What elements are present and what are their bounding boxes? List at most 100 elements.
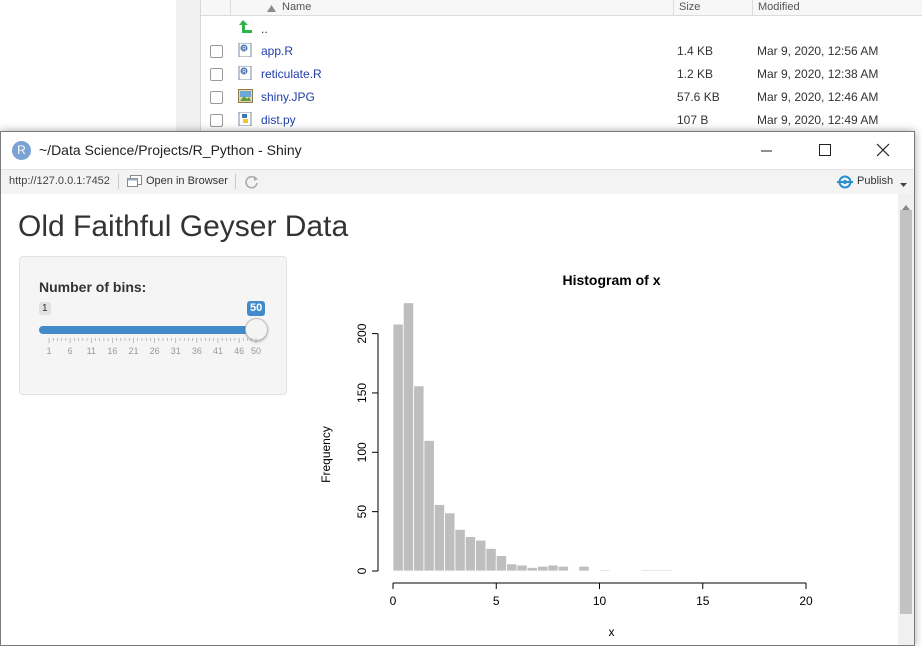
x-tick-label: 0 [390,594,397,608]
file-name-link[interactable]: shiny.JPG [261,90,315,104]
y-axis-label: Frequency [319,426,333,483]
y-tick-label: 100 [355,442,369,462]
slider-tick-label: 1 [46,346,51,356]
slider-tick-label: 50 [251,346,261,356]
file-row[interactable]: R app.R 1.4 KB Mar 9, 2020, 12:56 AM [201,40,922,63]
histogram-bar [464,536,476,572]
publish-icon [837,175,854,192]
histogram-bar [578,565,590,572]
file-size: 1.4 KB [677,44,714,58]
app-content: Old Faithful Geyser Data Number of bins:… [1,194,898,645]
histogram-bar [557,565,569,572]
file-name-link[interactable]: app.R [261,44,294,58]
r-file-icon: R [238,65,252,81]
histogram-bar [599,569,611,572]
slider-tick-label: 41 [213,346,223,356]
title-bar[interactable]: R ~/Data Science/Projects/R_Python - Shi… [1,132,914,169]
histogram-bar [413,385,425,572]
histogram-bar [454,529,466,572]
histogram-bar [495,555,507,572]
file-row[interactable]: dist.py 107 B Mar 9, 2020, 12:49 AM [201,109,922,132]
histogram-plot: Histogram of x 0 5 10 15 20 x 0 50 100 150 200 Frequ… [319,272,813,639]
r-logo-icon: R [12,141,31,160]
slider-tick-label: 31 [171,346,181,356]
slider-tick-label: 21 [128,346,138,356]
slider-min-label: 1 [39,302,51,315]
background-area [0,0,176,132]
x-tick-label: 20 [799,594,813,608]
file-modified: Mar 9, 2020, 12:49 AM [757,113,879,127]
files-pane: Name Size Modified .. R app.R 1.4 KB Mar… [176,0,922,132]
histogram-bar [392,323,404,572]
file-name-link[interactable]: dist.py [261,113,296,127]
y-tick-label: 150 [355,383,369,403]
url-display: http://127.0.0.1:7452 [9,175,110,187]
close-button[interactable] [859,132,905,169]
chevron-down-icon[interactable] [900,179,907,191]
histogram-bar [402,302,415,572]
scroll-up-icon[interactable] [902,198,910,216]
histogram-bar [506,563,518,572]
up-arrow-icon [238,19,252,33]
minimize-button[interactable] [743,132,789,169]
y-tick-label: 200 [355,323,369,343]
histogram-bar [516,564,528,572]
maximize-button[interactable] [801,132,847,169]
x-tick-label: 15 [696,594,710,608]
histogram-bar [423,440,435,572]
slider-tick-label: 11 [87,346,96,356]
slider-value-label: 50 [247,301,266,316]
file-checkbox[interactable] [210,45,223,58]
file-checkbox[interactable] [210,91,223,104]
histogram-bar [547,564,559,572]
chart-title: Histogram of x [562,272,660,288]
histogram-bar [433,504,446,572]
files-list: Name Size Modified .. R app.R 1.4 KB Mar… [200,0,922,132]
parent-directory-link[interactable]: .. [261,22,268,36]
histogram-bar [640,569,652,572]
file-row[interactable]: shiny.JPG 57.6 KB Mar 9, 2020, 12:46 AM [201,86,922,109]
column-header-name[interactable]: Name [282,1,312,13]
slider-tick-label: 26 [150,346,160,356]
histogram-bar [650,569,662,572]
slider-tick-label: 16 [107,346,117,356]
file-size: 107 B [677,113,709,127]
histogram-bar [661,569,673,572]
open-in-browser-label: Open in Browser [146,175,228,187]
file-size: 1.2 KB [677,67,714,81]
browser-window-icon [127,175,142,191]
slider-tick-label: 6 [68,346,73,356]
histogram-bar [526,567,538,572]
svg-text:R: R [242,47,247,53]
histogram-bar [537,565,549,572]
slider-handle[interactable] [245,318,268,341]
column-header-modified[interactable]: Modified [758,1,800,13]
slider-ticks: 1 6 11 16 21 26 31 36 41 46 50 [46,338,261,356]
window-title: ~/Data Science/Projects/R_Python - Shiny [39,142,302,158]
sidebar-panel: Number of bins: 1 50 1 6 11 16 21 26 31 36 41 46 5… [19,256,287,395]
file-row[interactable]: R reticulate.R 1.2 KB Mar 9, 2020, 12:38… [201,63,922,86]
slider-track[interactable] [39,326,255,334]
publish-label: Publish [857,175,894,187]
refresh-icon[interactable] [244,174,260,193]
y-tick-label: 50 [355,505,369,519]
file-name-link[interactable]: reticulate.R [261,67,322,81]
file-modified: Mar 9, 2020, 12:46 AM [757,90,879,104]
parent-directory-row[interactable]: .. [201,16,922,39]
histogram-bar [444,512,456,572]
file-modified: Mar 9, 2020, 12:56 AM [757,44,879,58]
file-modified: Mar 9, 2020, 12:38 AM [757,67,879,81]
file-checkbox[interactable] [210,114,223,127]
x-axis-label: x [609,625,615,639]
x-tick-label: 10 [593,594,607,608]
column-header-size[interactable]: Size [679,1,701,13]
viewer-toolbar: http://127.0.0.1:7452 Open in Browser Pu… [1,169,914,195]
file-size: 57.6 KB [677,90,720,104]
sort-ascending-icon[interactable] [267,3,276,17]
image-file-icon [238,89,253,103]
scroll-thumb[interactable] [900,210,912,614]
file-checkbox[interactable] [210,68,223,81]
vertical-scrollbar[interactable] [898,194,914,645]
x-tick-label: 5 [493,594,500,608]
y-tick-label: 0 [355,567,369,574]
